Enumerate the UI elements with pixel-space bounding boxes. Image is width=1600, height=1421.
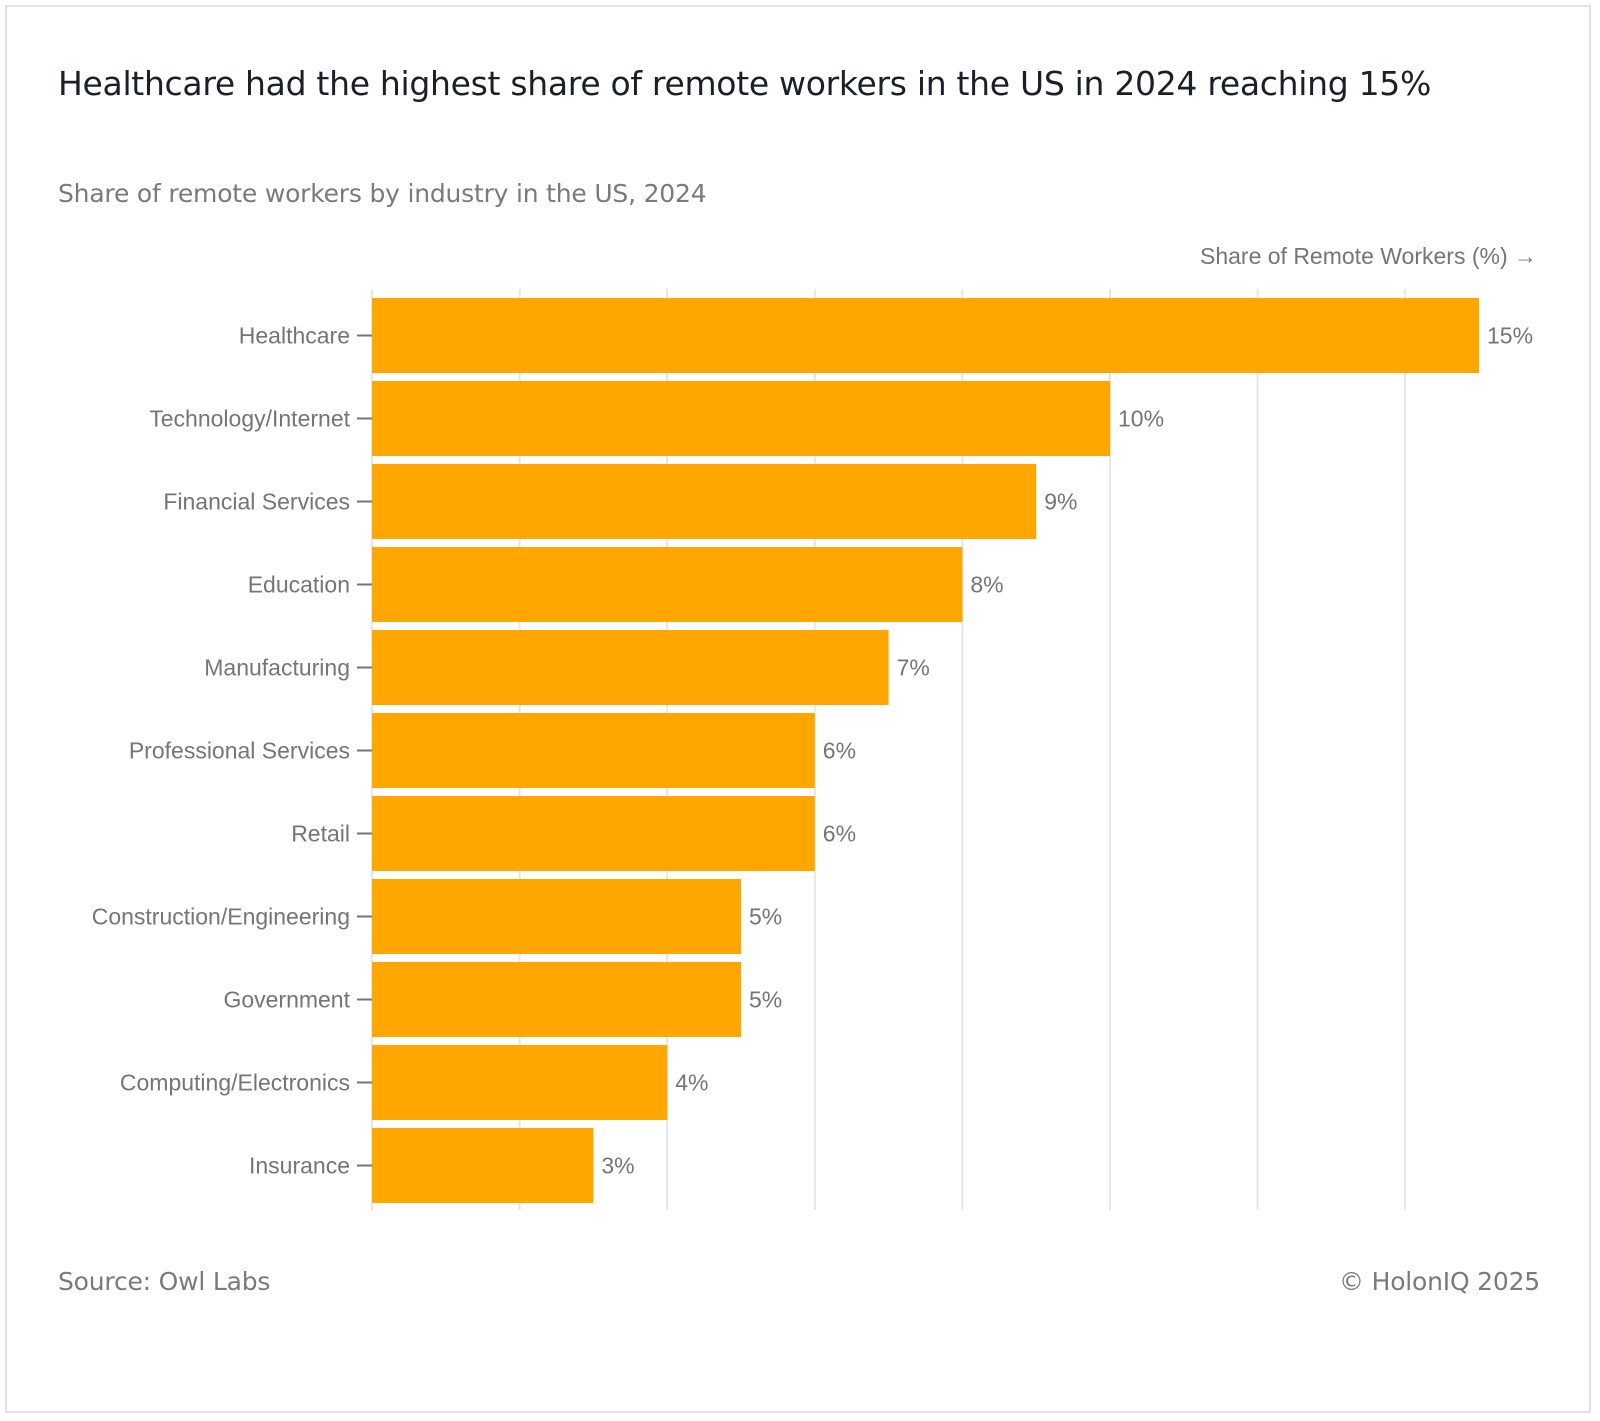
data-label-technology-internet: 10%	[1118, 406, 1164, 432]
copyright-note: © HolonIQ 2025	[1339, 1267, 1540, 1296]
y-tick-label-technology-internet: Technology/Internet	[149, 406, 350, 432]
bar-healthcare	[372, 298, 1479, 373]
bar-construction-engineering	[372, 879, 741, 954]
data-label-government: 5%	[749, 987, 782, 1013]
source-note: Source: Owl Labs	[58, 1267, 271, 1296]
y-tick-label-professional-services: Professional Services	[129, 738, 350, 764]
y-tick-label-government: Government	[223, 987, 350, 1013]
data-label-financial-services: 9%	[1044, 489, 1077, 515]
y-tick-label-insurance: Insurance	[249, 1153, 350, 1179]
data-label-retail: 6%	[823, 821, 856, 847]
bar-education	[372, 547, 963, 622]
label-layer: Healthcare 15% Technology/Internet 10% Finan…	[92, 323, 1533, 1179]
data-label-construction-engineering: 5%	[749, 904, 782, 930]
x-axis-title: Share of Remote Workers (%) →	[1200, 243, 1537, 269]
bar-manufacturing	[372, 630, 889, 705]
bar-government	[372, 962, 741, 1037]
bar-computing-electronics	[372, 1045, 668, 1120]
data-label-insurance: 3%	[601, 1153, 634, 1179]
bar-retail	[372, 796, 815, 871]
chart-card	[5, 5, 1591, 1413]
y-tick-label-retail: Retail	[291, 821, 350, 847]
data-label-professional-services: 6%	[823, 738, 856, 764]
y-tick-label-construction-engineering: Construction/Engineering	[92, 904, 350, 930]
bar-technology-internet	[372, 381, 1110, 456]
y-tick-label-financial-services: Financial Services	[163, 489, 350, 515]
bar-professional-services	[372, 713, 815, 788]
data-label-computing-electronics: 4%	[675, 1070, 708, 1096]
bar-financial-services	[372, 464, 1037, 539]
y-tick-label-healthcare: Healthcare	[239, 323, 350, 349]
data-label-education: 8%	[970, 572, 1003, 598]
data-label-healthcare: 15%	[1487, 323, 1533, 349]
y-tick-label-manufacturing: Manufacturing	[204, 655, 350, 681]
chart-subtitle: Share of remote workers by industry in t…	[58, 179, 707, 208]
y-tick-label-education: Education	[248, 572, 350, 598]
bar-insurance	[372, 1128, 594, 1203]
bar-layer	[372, 298, 1479, 1203]
y-tick-label-computing-electronics: Computing/Electronics	[120, 1070, 350, 1096]
data-label-manufacturing: 7%	[897, 655, 930, 681]
chart-title: Healthcare had the highest share of remo…	[58, 64, 1432, 103]
